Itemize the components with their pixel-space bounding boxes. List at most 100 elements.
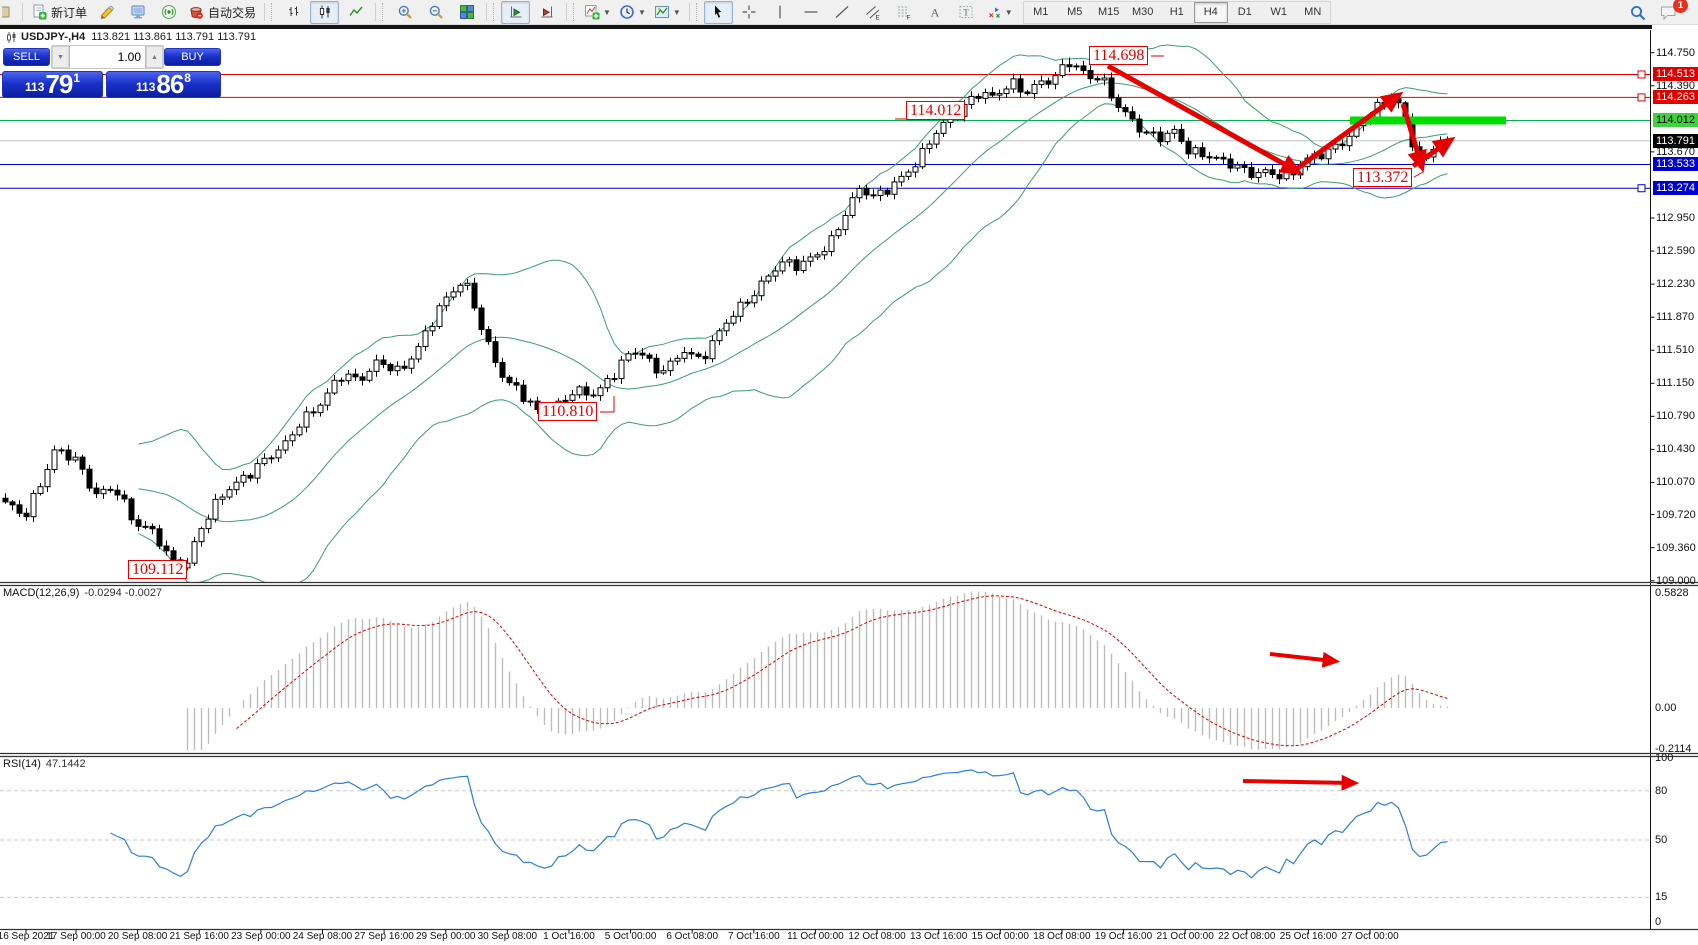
price-axis-tick-label: 111.510 — [1656, 344, 1695, 357]
sell-price-button[interactable]: 113 79 1 — [2, 71, 103, 98]
timeframe-m5-button[interactable]: M5 — [1067, 6, 1083, 18]
zoom-out-button[interactable] — [421, 1, 450, 24]
monitor-icon — [130, 4, 146, 20]
timeframe-m15-button[interactable]: M15 — [1098, 6, 1120, 18]
price-annotation[interactable]: 114.698 — [1089, 46, 1149, 65]
cursor-button[interactable] — [703, 0, 733, 24]
chevron-down-icon[interactable]: ▼ — [603, 7, 611, 17]
bars-icon — [286, 4, 302, 20]
rsi-scale-label: 0 — [1655, 916, 1662, 928]
price-axis-tick-label: 109.720 — [1656, 508, 1696, 521]
line-chart-button[interactable] — [341, 1, 370, 24]
price-axis-tick-label: 112.950 — [1656, 211, 1695, 224]
clipped-icon — [2, 4, 16, 20]
volume-increase-button[interactable]: ▲ — [146, 46, 163, 68]
price-axis-tick-label: 114.390 — [1656, 79, 1695, 92]
linechart-icon — [348, 4, 364, 20]
chevron-down-icon[interactable]: ▼ — [1004, 7, 1013, 17]
auto-trading-button[interactable]: 自动交易 — [185, 1, 259, 24]
zoom-in-button[interactable] — [390, 1, 419, 24]
cursor-icon — [710, 4, 726, 20]
trendline-button[interactable] — [828, 1, 857, 24]
price-axis-tick-label: 111.150 — [1656, 377, 1695, 390]
bar-chart-button[interactable] — [279, 1, 308, 24]
horizontal-line-button[interactable] — [797, 1, 826, 24]
price-level-badge: 113.533 — [1653, 157, 1698, 172]
sell-price-prefix: 113 — [25, 80, 45, 94]
timeframe-h4-button[interactable]: H4 — [1193, 1, 1228, 23]
date-axis-label: 5 Oct 00:00 — [604, 931, 657, 942]
date-axis-label: 24 Sep 08:00 — [292, 931, 353, 942]
timeframe-m1-button[interactable]: M1 — [1033, 6, 1049, 18]
date-axis-label: 1 Oct 16:00 — [543, 931, 595, 942]
new-order-label: 新订单 — [51, 5, 88, 20]
notifications-icon[interactable]: 1 — [1654, 0, 1688, 24]
price-level-badge: 113.791 — [1653, 133, 1698, 148]
timeframe-m30-button[interactable]: M30 — [1132, 6, 1154, 18]
search-icon[interactable] — [1623, 1, 1652, 24]
rsi-label: RSI(14) 47.1442 — [3, 758, 86, 770]
price-axis-tick-label: 112.590 — [1656, 245, 1695, 258]
periods-button[interactable]: ▼ — [616, 1, 649, 24]
timeframe-d1-button[interactable]: D1 — [1237, 6, 1252, 18]
date-axis-label: 22 Oct 08:00 — [1218, 931, 1276, 942]
timeframe-w1-button[interactable]: W1 — [1270, 6, 1287, 18]
rsi-scale-label: 80 — [1655, 784, 1668, 797]
svg-text:E: E — [876, 15, 881, 21]
equidistant-channel-button[interactable]: E — [859, 1, 888, 24]
chart-shift-button[interactable] — [532, 1, 561, 24]
text-label-button[interactable]: T — [952, 1, 981, 24]
timeframe-mn-button[interactable]: MN — [1304, 6, 1322, 18]
autotrade-icon — [188, 4, 204, 20]
arrows-tool-button[interactable]: ▼ — [983, 1, 1016, 24]
clipped-left-button[interactable] — [1, 1, 17, 24]
rsi-scale-label: 50 — [1655, 834, 1668, 846]
volume-decrease-button[interactable]: ▼ — [52, 46, 69, 68]
sell-button[interactable]: SELL — [3, 48, 50, 66]
trend-icon — [834, 4, 850, 20]
template-icon — [654, 4, 670, 20]
volume-input[interactable] — [69, 46, 146, 68]
text-button[interactable]: A — [921, 1, 950, 24]
fibonacci-button[interactable]: F — [890, 1, 919, 24]
price-axis-tick-label: 112.230 — [1656, 278, 1695, 291]
svg-text:T: T — [964, 8, 970, 18]
chevron-down-icon[interactable]: ▼ — [637, 7, 646, 17]
price-annotation[interactable]: 109.112 — [128, 560, 188, 579]
new-order-button[interactable]: 新订单 — [28, 1, 90, 24]
price-axis-tick-label: 109.360 — [1656, 541, 1696, 554]
date-axis-label: 27 Sep 16:00 — [354, 931, 414, 942]
svg-text:A: A — [931, 6, 940, 20]
indicators-button[interactable]: ▼ — [581, 1, 614, 24]
tile-windows-button[interactable] — [452, 1, 481, 24]
fibo-icon: F — [896, 4, 912, 20]
terminal-button[interactable] — [123, 1, 152, 24]
macd-values: -0.0294 -0.0027 — [84, 587, 163, 599]
toolbar-separator — [22, 3, 23, 21]
channel-icon: E — [865, 4, 881, 20]
crosshair-button[interactable] — [735, 1, 764, 24]
vertical-line-button[interactable] — [766, 1, 795, 24]
price-annotation[interactable]: 113.372 — [1353, 168, 1413, 187]
volume-stepper: ▼ ▲ — [51, 45, 164, 69]
auto-scroll-button[interactable] — [501, 0, 531, 24]
price-annotation[interactable]: 110.810 — [538, 402, 598, 421]
price-annotation[interactable]: 114.012 — [906, 101, 966, 120]
styler-button[interactable] — [92, 1, 121, 24]
buy-button[interactable]: BUY — [164, 48, 221, 66]
toolbar-separator — [264, 3, 266, 21]
buy-price-button[interactable]: 113 86 8 — [106, 71, 221, 98]
toolbar-grip — [695, 3, 700, 21]
autoscroll-icon — [508, 4, 524, 20]
templates-button[interactable]: ▼ — [651, 1, 684, 24]
chevron-down-icon[interactable]: ▼ — [672, 7, 681, 17]
strategy-button[interactable] — [154, 1, 183, 24]
sell-price-pip: 1 — [73, 71, 80, 85]
timeframe-h1-button[interactable]: H1 — [1169, 6, 1184, 18]
toolbar-grip — [382, 3, 386, 21]
date-axis-label: 19 Oct 16:00 — [1094, 931, 1153, 942]
candlestick-chart-button[interactable] — [310, 0, 340, 24]
date-axis-label: 17 Sep 00:00 — [46, 931, 106, 942]
